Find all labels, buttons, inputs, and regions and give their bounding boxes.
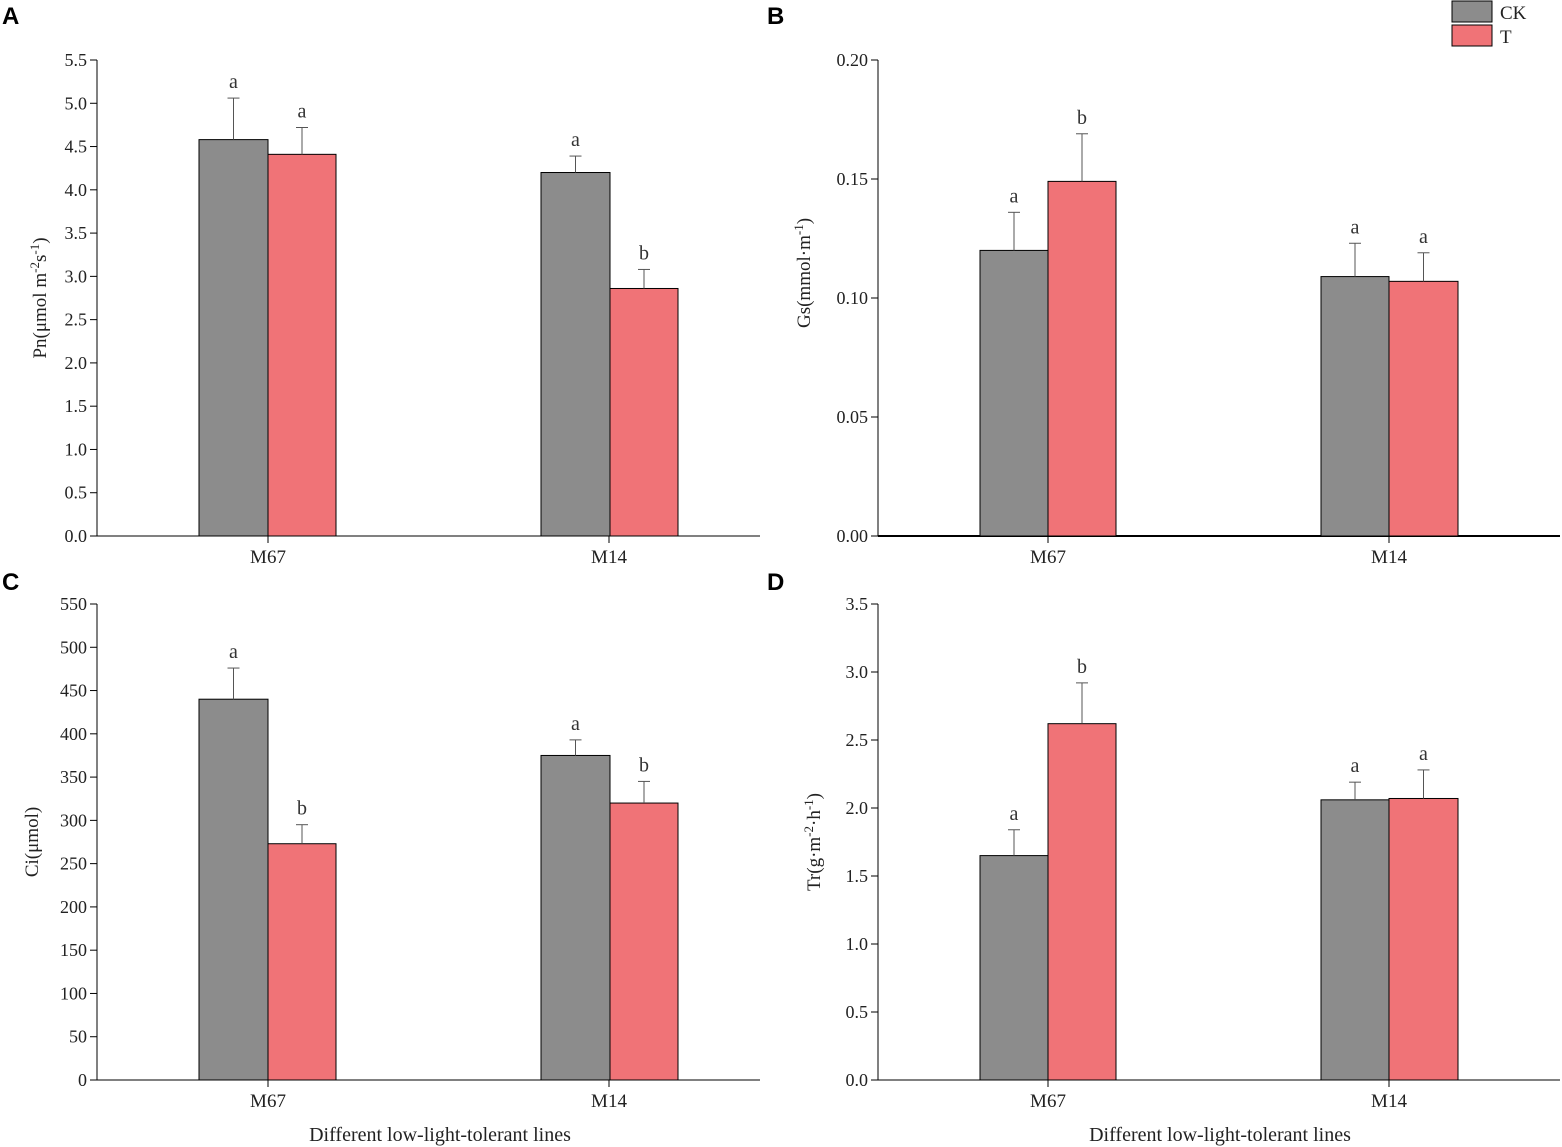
y-tick-label-c: 50 (69, 1027, 87, 1047)
x-tick-label-a-m67: M67 (250, 547, 286, 568)
sig-letter-b-m67-ck: a (1010, 185, 1019, 207)
sig-letter-d-m14-ck: a (1351, 755, 1360, 777)
y-tick-label-b: 0.15 (837, 169, 869, 189)
y-tick-label-d: 3.5 (846, 594, 869, 614)
y-tick-label-d: 0.5 (846, 1002, 869, 1022)
sig-letter-d-m67-t: b (1077, 656, 1087, 678)
bar-b-m14-ck (1320, 276, 1390, 537)
y-tick-label-d: 1.0 (846, 934, 869, 954)
bar-c-m14-ck (540, 754, 611, 1081)
y-axis-label-c: Ci(μmol) (22, 807, 43, 877)
sig-letter-b-m14-t: a (1419, 226, 1428, 248)
sig-letter-a-m67-t: a (298, 101, 307, 123)
bar-c-m67-ck (198, 698, 269, 1081)
sig-letter-a-m67-ck: a (229, 71, 238, 93)
sig-letter-a-m14-t: b (639, 242, 649, 264)
y-tick-label-a: 0.5 (65, 483, 88, 503)
bar-a-m14-t (609, 287, 679, 537)
panel-letter-a: A (2, 3, 19, 30)
x-tick-label-b-m14: M14 (1371, 547, 1407, 568)
sig-letter-c-m14-t: b (639, 754, 649, 776)
bar-d-m14-ck (1320, 799, 1390, 1081)
sig-letter-a-m14-ck: a (571, 129, 580, 151)
y-tick-label-a: 3.0 (65, 266, 88, 286)
y-tick-label-a: 5.5 (65, 50, 88, 70)
sig-letter-c-m67-ck: a (229, 641, 238, 663)
bar-c-m14-t (609, 802, 679, 1081)
y-tick-label-c: 450 (60, 681, 87, 701)
sig-letter-d-m67-ck: a (1010, 803, 1019, 825)
x-tick-label-c-m67: M67 (250, 1091, 286, 1112)
bar-d-m14-t (1388, 797, 1459, 1081)
y-tick-label-d: 1.5 (846, 866, 869, 886)
y-tick-label-d: 3.0 (846, 662, 869, 682)
y-axis-label-d: Tr(g·m-2·h-1) (801, 793, 825, 891)
bar-b-m67-ck (979, 249, 1049, 537)
sig-letter-b-m14-ck: a (1351, 216, 1360, 238)
bar-b-m67-t (1047, 180, 1117, 537)
legend: CK T (1451, 0, 1527, 48)
x-tick-label-a-m14: M14 (591, 547, 627, 568)
x-tick-label-b-m67: M67 (1030, 547, 1066, 568)
y-tick-label-a: 4.5 (65, 137, 88, 157)
y-tick-label-c: 0 (78, 1070, 87, 1090)
x-tick-label-d-m67: M67 (1030, 1091, 1066, 1112)
sig-letter-b-m67-t: b (1077, 107, 1087, 129)
y-tick-label-c: 250 (60, 854, 87, 874)
y-tick-label-a: 4.0 (65, 180, 88, 200)
y-tick-label-d: 2.0 (846, 798, 869, 818)
panel-letter-b: B (767, 3, 784, 30)
bar-d-m67-t (1047, 723, 1117, 1081)
y-tick-label-a: 1.0 (65, 439, 88, 459)
y-tick-label-c: 300 (60, 810, 87, 830)
y-axis-label-a: Pn(μmol m-2s-1) (27, 237, 51, 358)
x-tick-label-c-m14: M14 (591, 1091, 627, 1112)
y-tick-label-c: 400 (60, 724, 87, 744)
y-tick-label-d: 2.5 (846, 730, 869, 750)
bar-a-m67-ck (198, 139, 269, 537)
y-axis-label-b: Gs(mmol·m-1) (791, 218, 815, 328)
y-tick-label-c: 350 (60, 767, 87, 787)
y-tick-label-b: 0.05 (837, 407, 869, 427)
y-tick-label-b: 0.10 (837, 288, 869, 308)
y-tick-label-c: 500 (60, 637, 87, 657)
bar-b-m14-t (1388, 280, 1459, 537)
y-tick-label-a: 3.5 (65, 223, 88, 243)
y-tick-label-c: 550 (60, 594, 87, 614)
y-tick-label-c: 200 (60, 897, 87, 917)
y-tick-label-a: 0.0 (65, 526, 88, 546)
y-tick-label-a: 2.0 (65, 353, 88, 373)
panel-letter-d: D (767, 569, 784, 596)
x-axis-title-left: Different low-light-tolerant lines (309, 1124, 571, 1146)
legend-swatch-t (1451, 24, 1493, 47)
y-tick-label-c: 150 (60, 940, 87, 960)
y-tick-label-c: 100 (60, 983, 87, 1003)
y-tick-label-d: 0.0 (846, 1070, 869, 1090)
bar-a-m14-ck (540, 172, 611, 537)
y-tick-label-b: 0.20 (837, 50, 869, 70)
legend-swatch-ck (1451, 0, 1493, 23)
x-tick-label-d-m14: M14 (1371, 1091, 1407, 1112)
bar-c-m67-t (267, 843, 337, 1081)
y-tick-label-a: 5.0 (65, 93, 88, 113)
y-tick-label-a: 1.5 (65, 396, 88, 416)
bar-a-m67-t (267, 153, 337, 537)
sig-letter-c-m67-t: b (297, 798, 307, 820)
legend-label-t: T (1500, 27, 1512, 48)
panel-letter-c: C (2, 569, 19, 596)
x-axis-title-right: Different low-light-tolerant lines (1089, 1124, 1351, 1146)
legend-label-ck: CK (1500, 3, 1527, 24)
sig-letter-d-m14-t: a (1419, 743, 1428, 765)
sig-letter-c-m14-ck: a (571, 713, 580, 735)
y-tick-label-b: 0.00 (837, 526, 869, 546)
y-tick-label-a: 2.5 (65, 310, 88, 330)
bar-d-m67-ck (979, 855, 1049, 1081)
